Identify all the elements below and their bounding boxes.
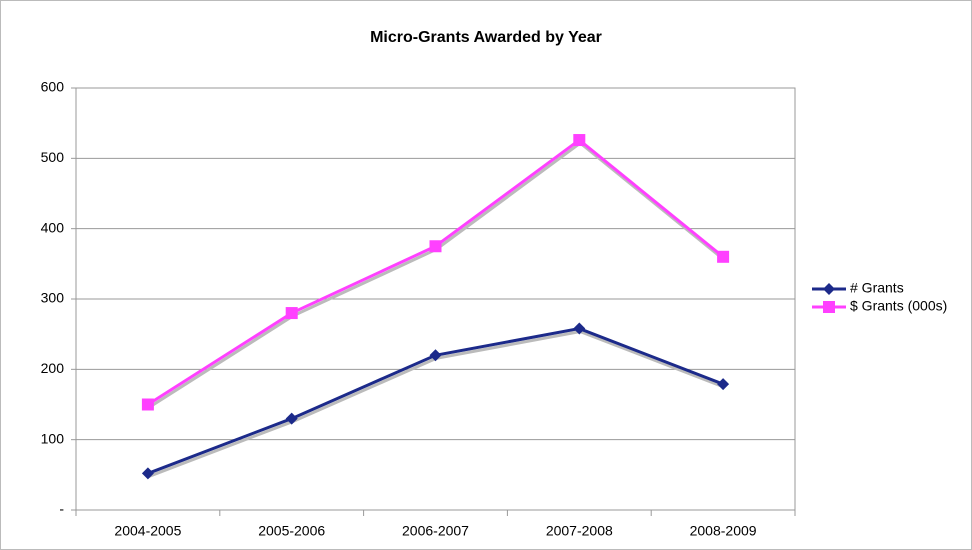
- legend-label: $ Grants (000s): [850, 298, 947, 314]
- legend-marker: [823, 283, 835, 295]
- y-tick-label: -: [59, 501, 64, 517]
- marker: [717, 250, 730, 263]
- x-tick-label: 2007-2008: [546, 523, 613, 539]
- x-tick-label: 2004-2005: [114, 523, 181, 539]
- marker: [285, 307, 298, 320]
- legend-label: # Grants: [850, 280, 904, 296]
- y-tick-label: 100: [41, 430, 65, 446]
- y-tick-label: 500: [41, 149, 65, 165]
- y-tick-label: 600: [41, 79, 65, 95]
- x-tick-label: 2005-2006: [258, 523, 325, 539]
- marker: [717, 378, 730, 391]
- marker: [141, 398, 154, 411]
- y-tick-label: 300: [41, 290, 65, 306]
- legend-marker: [823, 301, 835, 313]
- y-tick-label: 400: [41, 219, 65, 235]
- marker: [573, 134, 586, 147]
- marker: [285, 412, 298, 425]
- marker: [429, 349, 442, 362]
- x-tick-label: 2006-2007: [402, 523, 469, 539]
- chart-title: Micro-Grants Awarded by Year: [370, 29, 602, 46]
- marker: [141, 467, 154, 480]
- x-tick-label: 2008-2009: [690, 523, 757, 539]
- y-tick-label: 200: [41, 360, 65, 376]
- marker: [429, 240, 442, 253]
- marker: [573, 322, 586, 335]
